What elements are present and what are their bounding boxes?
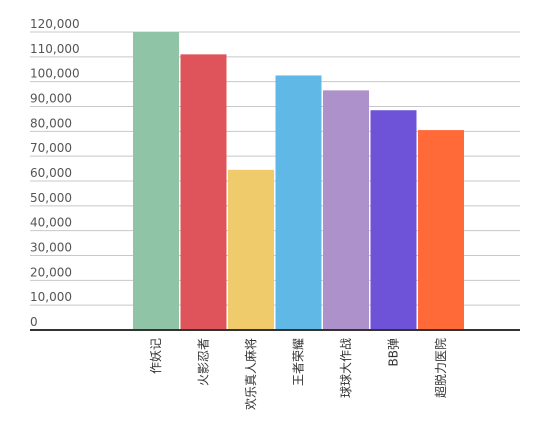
x-category-label: 欢乐真人麻将 [243, 338, 258, 410]
x-category-label: 火影忍者 [197, 338, 211, 386]
y-axis-tick-labels: 0 10,000 20,000 30,000 40,000 50,000 60,000 70,… [30, 17, 80, 329]
y-tick-label: 110,000 [30, 42, 80, 56]
y-tick-label: 20,000 [30, 265, 72, 279]
y-tick-label: 90,000 [30, 92, 72, 106]
x-axis-category-labels: 作妖记 火影忍者 欢乐真人麻将 王者荣耀 球球大作战 BB弹 超脱力医院 [149, 338, 448, 410]
bar [370, 110, 417, 330]
y-tick-label: 100,000 [30, 67, 80, 81]
bar [323, 90, 369, 330]
bar [180, 54, 227, 330]
x-category-label: 超脱力医院 [433, 338, 448, 398]
bar [275, 75, 322, 330]
y-tick-label: 40,000 [30, 216, 72, 230]
y-tick-label: 0 [30, 315, 38, 329]
x-category-label: 作妖记 [149, 338, 163, 374]
y-tick-label: 60,000 [30, 166, 72, 180]
x-category-label: 球球大作战 [339, 338, 353, 398]
y-tick-label: 50,000 [30, 191, 72, 205]
x-category-label: BB弹 [387, 338, 401, 366]
x-category-label: 王者荣耀 [292, 338, 306, 386]
bar [133, 32, 179, 330]
y-tick-label: 10,000 [30, 290, 72, 304]
y-tick-label: 80,000 [30, 116, 72, 130]
y-tick-label: 120,000 [30, 17, 80, 31]
y-tick-label: 30,000 [30, 241, 72, 255]
bars [133, 32, 464, 330]
gridlines [30, 31, 520, 306]
bar [228, 169, 274, 330]
y-tick-label: 70,000 [30, 141, 72, 155]
bar [418, 130, 464, 330]
